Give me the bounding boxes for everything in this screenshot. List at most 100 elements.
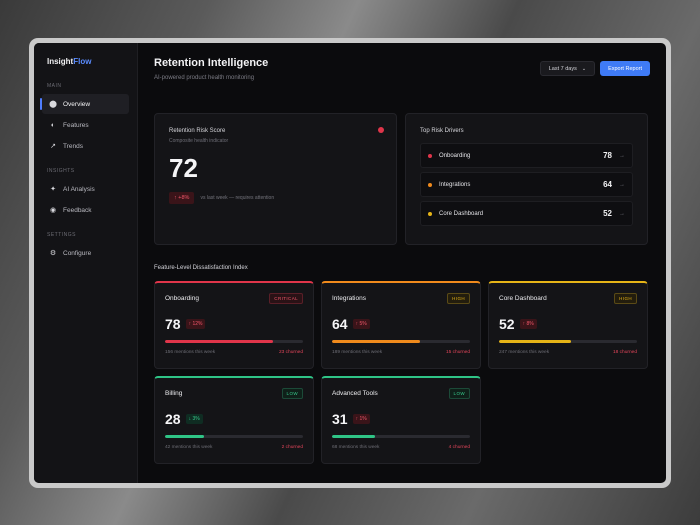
- top-risk-drivers-card: Top Risk Drivers Onboarding 78 → Integratio…: [405, 113, 648, 245]
- logo-text-accent: Flow: [73, 57, 92, 66]
- sidebar-item-overview[interactable]: ⬤ Overview: [40, 94, 129, 114]
- feature-score-row: 78 ↑ 12%: [165, 316, 303, 332]
- feature-card-header: Onboarding CRITICAL: [165, 293, 303, 304]
- feature-score: 78: [165, 316, 181, 332]
- sparkle-icon: ✦: [50, 186, 56, 193]
- feature-card-header: Billing LOW: [165, 388, 303, 399]
- driver-score: 64: [603, 180, 612, 189]
- score-progress-bar: [499, 340, 637, 343]
- sidebar-item-label: Feedback: [63, 206, 92, 214]
- feature-card-header: Integrations HIGH: [332, 293, 470, 304]
- mentions-count: 247 mentions this week: [499, 350, 550, 355]
- sidebar-item-label: AI Analysis: [63, 185, 95, 193]
- arrow-right-icon: →: [619, 210, 625, 217]
- chevron-down-icon: ⌄: [581, 65, 587, 72]
- feature-card-footer: 68 mentions this week 4 churned: [332, 445, 470, 450]
- severity-badge: LOW: [281, 388, 303, 399]
- arrow-right-icon: →: [619, 181, 625, 188]
- page-title: Retention Intelligence: [154, 57, 269, 69]
- score-progress-fill: [165, 340, 273, 343]
- feature-section-title: Feature-Level Dissatisfaction Index: [154, 265, 248, 271]
- device-frame: InsightFlow MAIN ⬤ Overview ◐ Features ↗ Trend…: [29, 38, 671, 488]
- feature-card-advanced-tools[interactable]: Advanced Tools LOW 31 ↑ 1% 68 mentions this …: [321, 376, 481, 464]
- sidebar-item-label: Configure: [63, 249, 92, 257]
- page-subtitle: AI-powered product health monitoring: [154, 75, 255, 81]
- feature-score: 31: [332, 411, 348, 427]
- risk-driver-row[interactable]: Core Dashboard 52 →: [420, 201, 633, 226]
- status-dot-icon: [428, 153, 432, 158]
- risk-change-badge: ↑ +8%: [169, 192, 195, 204]
- feedback-icon: ◉: [49, 207, 57, 214]
- sidebar-item-feedback[interactable]: ◉ Feedback: [42, 200, 129, 220]
- score-progress-bar: [332, 435, 470, 438]
- feature-name: Onboarding: [165, 295, 199, 302]
- main-content: Retention Intelligence AI-powered produc…: [138, 43, 666, 483]
- feature-card-header: Core Dashboard HIGH: [499, 293, 637, 304]
- feature-score-row: 28 ↓ 3%: [165, 411, 303, 427]
- date-range-select[interactable]: Last 7 days ⌄: [539, 61, 596, 76]
- mentions-count: 42 mentions this week: [165, 445, 213, 450]
- score-progress-bar: [332, 340, 470, 343]
- app-logo[interactable]: InsightFlow: [42, 57, 129, 66]
- score-progress-bar: [165, 435, 303, 438]
- severity-badge: LOW: [448, 388, 470, 399]
- feature-card-header: Advanced Tools LOW: [332, 388, 470, 399]
- feature-score: 64: [332, 316, 348, 332]
- driver-score: 78: [603, 151, 612, 160]
- feature-score: 28: [165, 411, 181, 427]
- feature-card-billing[interactable]: Billing LOW 28 ↓ 3% 42 mentions this week 2 c…: [154, 376, 314, 464]
- feature-card-core-dashboard[interactable]: Core Dashboard HIGH 52 ↑ 8% 247 mentions thi…: [488, 281, 648, 369]
- status-dot-icon: [428, 182, 432, 187]
- risk-card-subtitle: Composite health indicator: [169, 138, 229, 144]
- feature-card-integrations[interactable]: Integrations HIGH 64 ↑ 5% 189 mentions this …: [321, 281, 481, 369]
- trend-change-badge: ↑ 12%: [185, 319, 206, 329]
- score-progress-fill: [499, 340, 571, 343]
- severity-badge: CRITICAL: [269, 293, 303, 304]
- sidebar-item-label: Features: [63, 121, 89, 129]
- circle-icon: ⬤: [49, 101, 57, 108]
- logo-text-main: Insight: [47, 57, 74, 66]
- driver-name: Core Dashboard: [439, 210, 484, 217]
- nav-section-label: SETTINGS: [47, 232, 77, 238]
- export-report-button[interactable]: Export Report: [600, 61, 650, 76]
- feature-card-footer: 156 mentions this week 23 churned: [165, 350, 303, 355]
- feature-card-onboarding[interactable]: Onboarding CRITICAL 78 ↑ 12% 156 mentions th…: [154, 281, 314, 369]
- sidebar-item-trends[interactable]: ↗ Trends: [42, 136, 129, 156]
- arrow-right-icon: →: [619, 152, 625, 159]
- risk-driver-row[interactable]: Onboarding 78 →: [420, 143, 633, 168]
- risk-driver-row[interactable]: Integrations 64 →: [420, 172, 633, 197]
- feature-name: Core Dashboard: [499, 295, 547, 302]
- feature-score: 52: [499, 316, 515, 332]
- churned-count: 4 churned: [448, 445, 470, 450]
- feature-card-footer: 42 mentions this week 2 churned: [165, 445, 303, 450]
- mentions-count: 156 mentions this week: [165, 350, 216, 355]
- trend-change-badge: ↓ 3%: [185, 414, 203, 424]
- retention-risk-card: Retention Risk Score Composite health in…: [154, 113, 397, 245]
- feature-name: Advanced Tools: [332, 390, 378, 397]
- driver-score: 52: [603, 209, 612, 218]
- half-circle-icon: ◐: [50, 121, 56, 129]
- sidebar-item-features[interactable]: ◐ Features: [42, 115, 129, 135]
- sidebar-item-label: Trends: [63, 142, 83, 150]
- risk-card-title: Retention Risk Score: [169, 128, 226, 134]
- sidebar-item-configure[interactable]: ⚙ Configure: [42, 243, 129, 263]
- churned-count: 23 churned: [278, 350, 303, 355]
- mentions-count: 68 mentions this week: [332, 445, 380, 450]
- score-progress-bar: [165, 340, 303, 343]
- feature-score-row: 64 ↑ 5%: [332, 316, 470, 332]
- score-progress-fill: [332, 435, 375, 438]
- feature-card-footer: 247 mentions this week 18 churned: [499, 350, 637, 355]
- trend-change-badge: ↑ 8%: [519, 319, 537, 329]
- sidebar-item-ai-analysis[interactable]: ✦ AI Analysis: [42, 179, 129, 199]
- date-range-label: Last 7 days: [548, 65, 577, 72]
- trend-change-badge: ↑ 5%: [352, 319, 370, 329]
- feature-score-row: 31 ↑ 1%: [332, 411, 470, 427]
- trend-arrow-icon: ↗: [50, 143, 56, 150]
- risk-change-note: vs last week — requires attention: [200, 195, 275, 201]
- drivers-card-title: Top Risk Drivers: [420, 128, 464, 134]
- nav-section-label: MAIN: [47, 83, 62, 89]
- mentions-count: 189 mentions this week: [332, 350, 383, 355]
- churned-count: 18 churned: [612, 350, 637, 355]
- drivers-list: Onboarding 78 → Integrations 64 → Core Dashboa…: [420, 143, 633, 226]
- trend-change-badge: ↑ 1%: [352, 414, 370, 424]
